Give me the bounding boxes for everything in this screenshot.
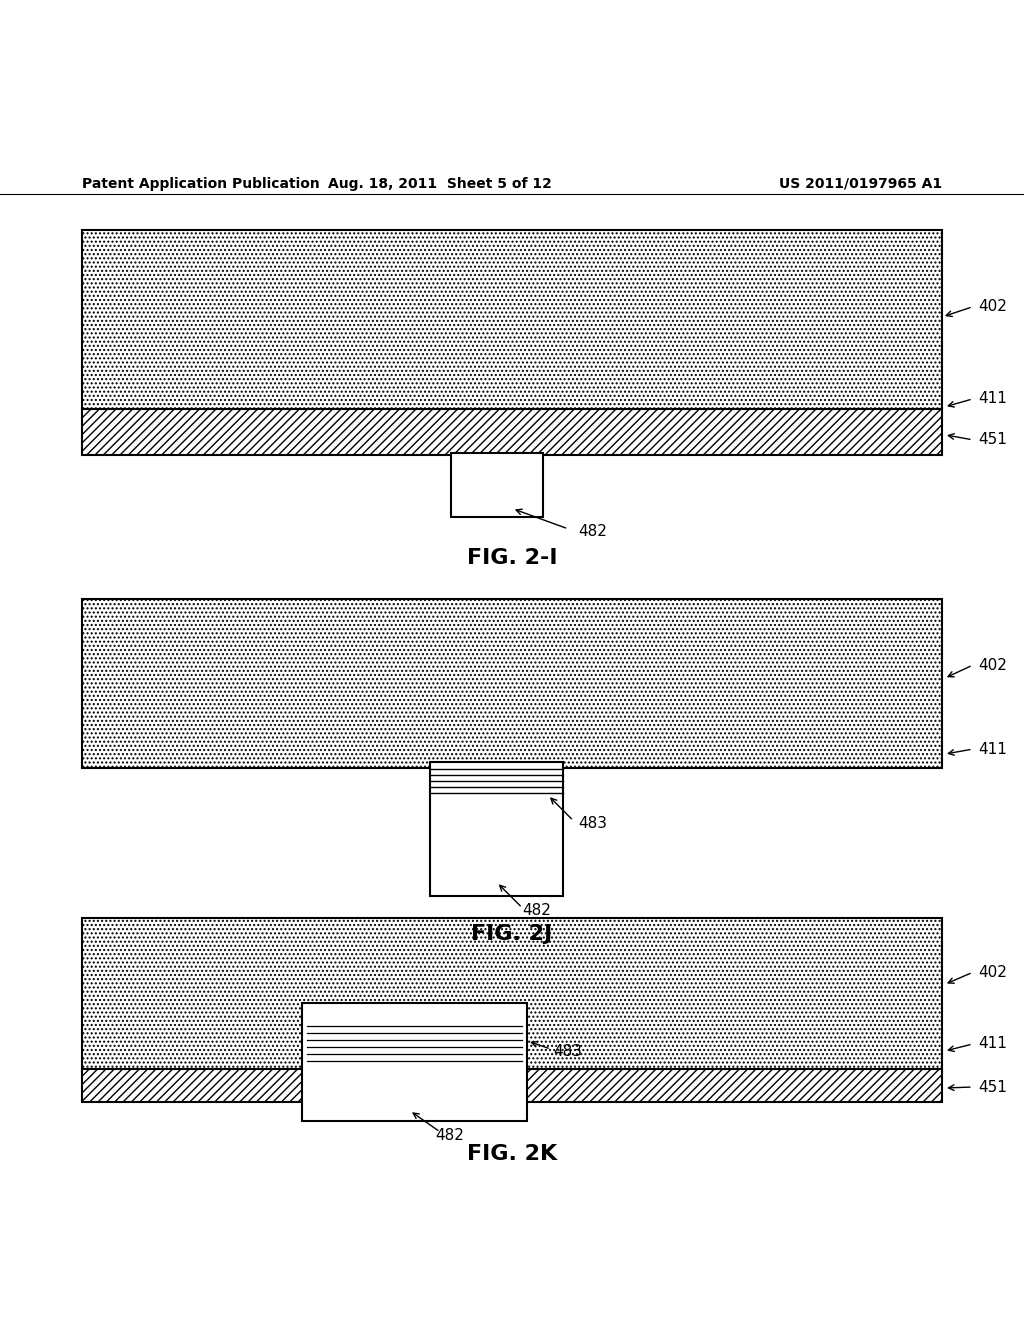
Bar [82,1069,942,1102]
Bar [82,230,942,409]
Text: 483: 483 [553,1044,582,1059]
Bar [430,763,563,895]
Text: 402: 402 [978,965,1007,979]
Text: 451: 451 [978,433,1007,447]
Text: FIG. 2-I: FIG. 2-I [467,548,557,568]
Text: 483: 483 [579,816,607,832]
Text: 402: 402 [978,657,1007,673]
Text: Patent Application Publication: Patent Application Publication [82,177,319,191]
Bar [302,1003,527,1121]
Bar [451,453,543,516]
Text: 482: 482 [435,1127,464,1143]
Text: 482: 482 [522,903,551,919]
Text: US 2011/0197965 A1: US 2011/0197965 A1 [779,177,942,191]
Text: 451: 451 [978,1080,1007,1094]
Bar [82,917,942,1072]
Text: 411: 411 [978,1036,1007,1052]
Bar [82,598,942,767]
Text: FIG. 2J: FIG. 2J [471,924,553,944]
Text: 402: 402 [978,300,1007,314]
Text: 411: 411 [978,742,1007,756]
Text: Aug. 18, 2011  Sheet 5 of 12: Aug. 18, 2011 Sheet 5 of 12 [329,177,552,191]
Text: 411: 411 [978,391,1007,407]
Text: 482: 482 [579,524,607,540]
Text: FIG. 2K: FIG. 2K [467,1143,557,1163]
Bar [82,409,942,455]
